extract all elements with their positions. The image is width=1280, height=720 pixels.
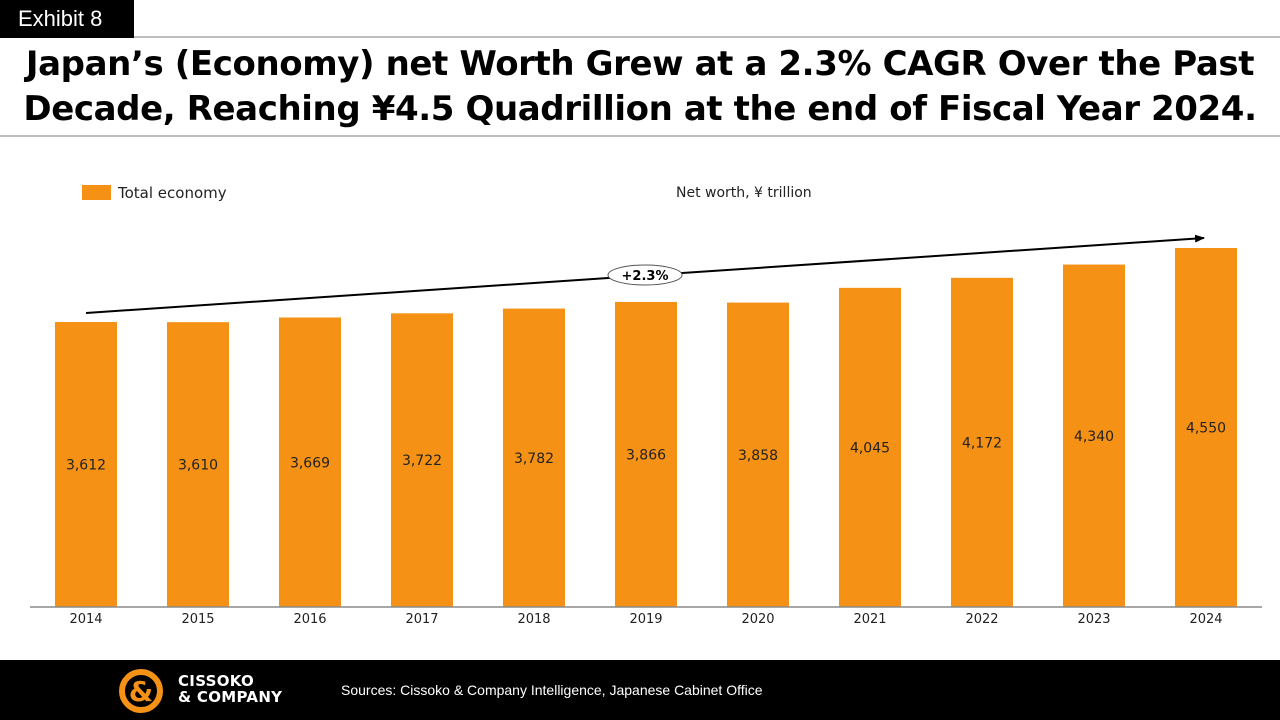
- title-divider: [0, 135, 1280, 137]
- bar-2020: [727, 302, 789, 607]
- svg-text:&: &: [129, 675, 153, 708]
- title-line-1: Japan’s (Economy) net Worth Grew at a 2.…: [25, 44, 1255, 84]
- x-tick-2020: 2020: [741, 612, 774, 627]
- page-title: Japan’s (Economy) net Worth Grew at a 2.…: [0, 42, 1280, 132]
- data-label-2016: 3,669: [290, 455, 330, 471]
- x-tick-2015: 2015: [181, 612, 214, 627]
- chart-legend: Total economy: [82, 184, 227, 202]
- logo-line-1: CISSOKO: [178, 672, 255, 690]
- bar-2021: [839, 287, 901, 607]
- data-label-2019: 3,866: [626, 447, 666, 463]
- bar-series: 3,612 3,610 3,669 3,722 3,782 3,866 3,858 4,045…: [55, 247, 1237, 607]
- x-tick-2021: 2021: [853, 612, 886, 627]
- bar-2023: [1063, 264, 1125, 607]
- logo-line-2: & COMPANY: [178, 688, 283, 706]
- data-label-2023: 4,340: [1074, 429, 1114, 445]
- x-tick-2016: 2016: [293, 612, 326, 627]
- cagr-trend-arrow: +2.3%: [85, 234, 1205, 314]
- bar-2017: [391, 313, 453, 607]
- data-label-2022: 4,172: [962, 435, 1002, 451]
- cagr-badge: [607, 264, 683, 286]
- cagr-annotation: +2.3%: [622, 269, 669, 284]
- footer: & CISSOKO & COMPANY Sources: Cissoko & C…: [0, 660, 1280, 720]
- company-logo-icon: &: [119, 669, 163, 713]
- header-divider: [134, 36, 1280, 38]
- title-line-2: Decade, Reaching ¥4.5 Quadrillion at the…: [23, 89, 1257, 129]
- bar-2022: [951, 277, 1013, 607]
- sources-note: Sources: Cissoko & Company Intelligence,…: [341, 682, 763, 698]
- data-label-2021: 4,045: [850, 440, 890, 456]
- data-label-2014: 3,612: [66, 458, 106, 474]
- data-label-2015: 3,610: [178, 458, 218, 474]
- bar-2015: [167, 322, 229, 607]
- x-tick-2024: 2024: [1189, 612, 1222, 627]
- x-tick-2023: 2023: [1077, 612, 1110, 627]
- bar-2019: [615, 301, 677, 607]
- x-tick-2018: 2018: [517, 612, 550, 627]
- data-label-2017: 3,722: [402, 453, 442, 469]
- exhibit-label: Exhibit 8: [0, 0, 134, 38]
- bar-2018: [503, 308, 565, 607]
- data-label-2024: 4,550: [1186, 420, 1226, 436]
- bar-2016: [279, 317, 341, 607]
- x-tick-2017: 2017: [405, 612, 438, 627]
- legend-label: Total economy: [117, 184, 227, 202]
- x-tick-2019: 2019: [629, 612, 662, 627]
- x-axis-ticks: 2014 2015 2016 2017 2018 2019 2020 2021 2022 2023…: [69, 612, 1222, 627]
- x-tick-2014: 2014: [69, 612, 102, 627]
- net-worth-bar-chart: Total economy Net worth, ¥ trillion 3,61…: [30, 184, 1262, 627]
- bar-2024: [1175, 247, 1237, 607]
- data-label-2018: 3,782: [514, 451, 554, 467]
- unit-label: Net worth, ¥ trillion: [676, 185, 812, 201]
- data-label-2020: 3,858: [738, 448, 778, 464]
- company-logo-wordmark: CISSOKO & COMPANY: [178, 673, 282, 705]
- x-tick-2022: 2022: [965, 612, 998, 627]
- bar-2014: [55, 322, 117, 607]
- legend-swatch: [82, 185, 111, 200]
